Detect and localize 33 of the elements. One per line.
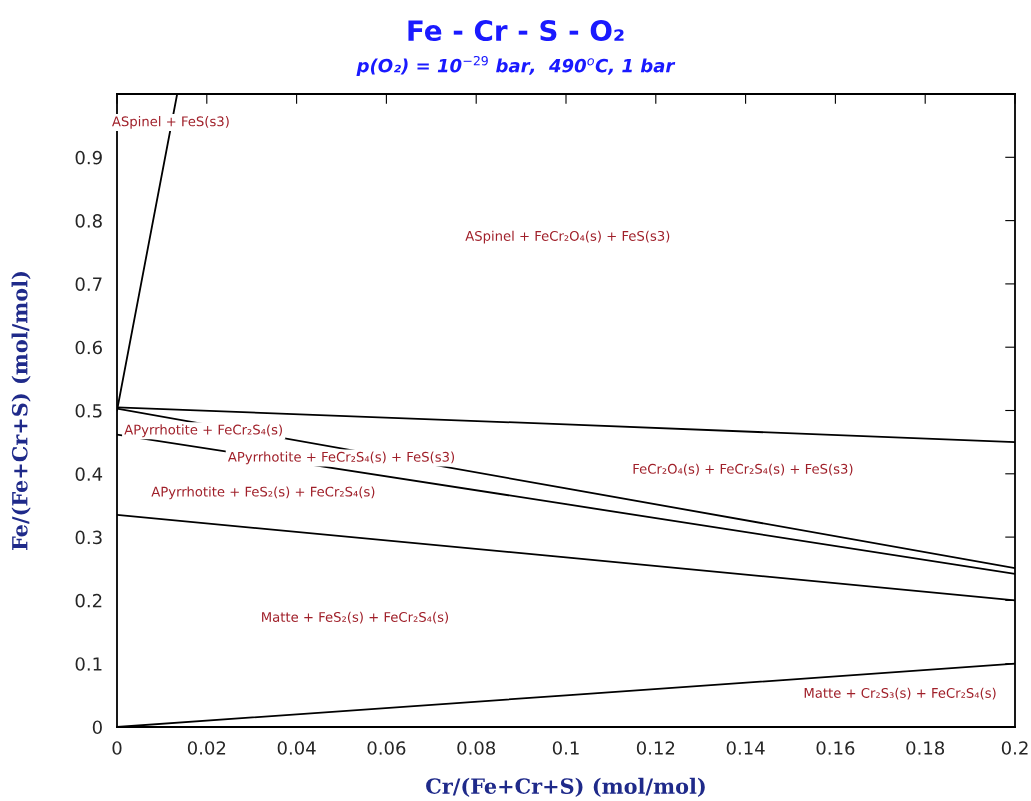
chart-subtitle: p(O₂) = 10$^{−29}$ bar, 490$^{o}$C, 1 bar <box>356 55 676 76</box>
annotation: FeCr₂O₄(s) + FeCr₂S₄(s) + FeS(s3) <box>633 463 853 476</box>
y-tick-label: 0.3 <box>75 530 102 545</box>
y-tick-label: 0.7 <box>75 277 102 292</box>
x-tick-label: 0.04 <box>277 741 316 755</box>
x-tick-label: 0.12 <box>636 741 675 755</box>
y-tick-label: 0.8 <box>75 214 102 228</box>
y-tick-label: 0.4 <box>75 467 103 481</box>
x-tick-label: 0.1 <box>552 741 579 755</box>
annotation: Matte + Cr₂S₃(s) + FeCr₂S₄(s) <box>804 687 996 700</box>
y-tick-label: 0 <box>92 720 102 735</box>
annotation: ASpinel + FeS(s3) <box>112 116 229 129</box>
annotation: APyrrhotite + FeCr₂S₄(s) <box>124 424 282 438</box>
y-tick-label: 0.2 <box>75 593 102 608</box>
x-tick-label: 0 <box>112 741 122 755</box>
annotation: Matte + FeS₂(s) + FeCr₂S₄(s) <box>262 611 449 624</box>
y-tick-label: 0.6 <box>75 340 102 355</box>
x-tick-label: 0.18 <box>906 741 945 755</box>
y-tick-label: 0.9 <box>75 150 102 165</box>
y-tick-label: 0.5 <box>75 403 102 418</box>
y-axis-title: Fe/(Fe+Cr+S) (mol/mol) <box>11 272 31 550</box>
annotation: APyrrhotite + FeS₂(s) + FeCr₂S₄(s) <box>151 486 375 500</box>
x-tick-label: 0.06 <box>367 741 406 755</box>
x-tick-label: 0.16 <box>816 741 855 755</box>
x-axis-title: Cr/(Fe+Cr+S) (mol/mol) <box>426 777 705 797</box>
x-tick-label: 0.02 <box>187 741 226 755</box>
x-tick-label: 0.08 <box>457 741 496 755</box>
x-tick-label: 0.2 <box>1001 741 1028 755</box>
y-tick-label: 0.1 <box>75 657 102 671</box>
annotation: ASpinel + FeCr₂O₄(s) + FeS(s3) <box>465 230 670 244</box>
annotation: APyrrhotite + FeCr₂S₄(s) + FeS(s3) <box>227 451 455 465</box>
x-tick-label: 0.14 <box>726 741 765 755</box>
chart-title: Fe - Cr - S - O₂ <box>408 20 624 42</box>
